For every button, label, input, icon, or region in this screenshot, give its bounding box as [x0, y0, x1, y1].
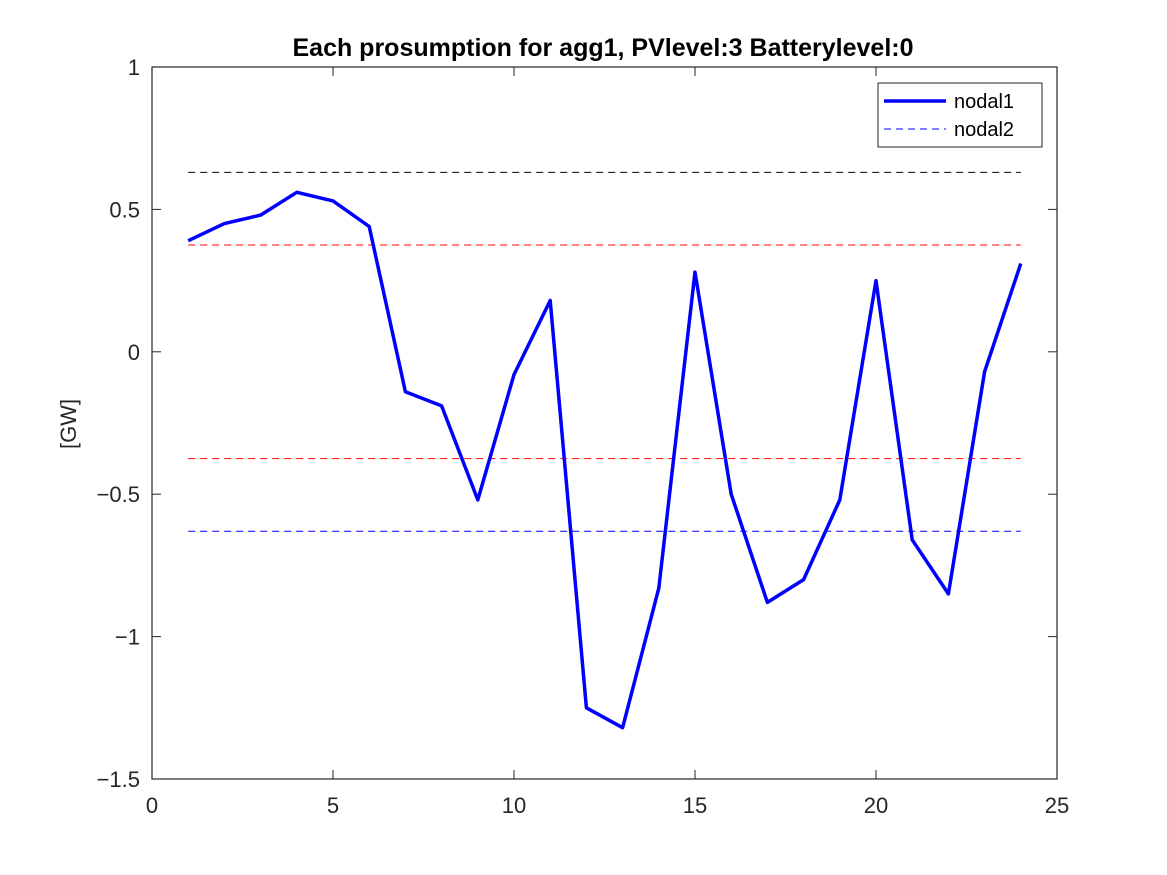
y-tick-label: 0.5	[109, 197, 140, 222]
series-line-nodal1	[187, 190, 1023, 730]
x-tick-label: 10	[502, 793, 526, 818]
legend-label-nodal2: nodal2	[954, 119, 1014, 141]
x-tick-label: 25	[1045, 793, 1069, 818]
x-tick-label: 15	[683, 793, 707, 818]
y-tick-label: −1.5	[97, 767, 140, 792]
chart-title: Each prosumption for agg1, PVlevel:3 Bat…	[292, 34, 913, 62]
y-tick-label: −0.5	[97, 482, 140, 507]
legend-box	[877, 82, 1043, 148]
y-axis-label: [GW]	[56, 399, 81, 449]
y-tick-label: −1	[115, 625, 140, 650]
plot-area: 0 5 10 15 20 25 1 0.5 0 −0.5 −1 −1.5	[97, 55, 1070, 818]
x-tick-label: 20	[864, 793, 888, 818]
y-tick-label: 0	[128, 340, 140, 365]
axes-box	[151, 66, 1058, 780]
legend: nodal1 nodal2	[877, 82, 1043, 148]
x-tick-label: 5	[327, 793, 339, 818]
legend-label-nodal1: nodal1	[954, 91, 1014, 113]
y-tick-label: 1	[128, 55, 140, 80]
x-tick-label: 0	[146, 793, 158, 818]
